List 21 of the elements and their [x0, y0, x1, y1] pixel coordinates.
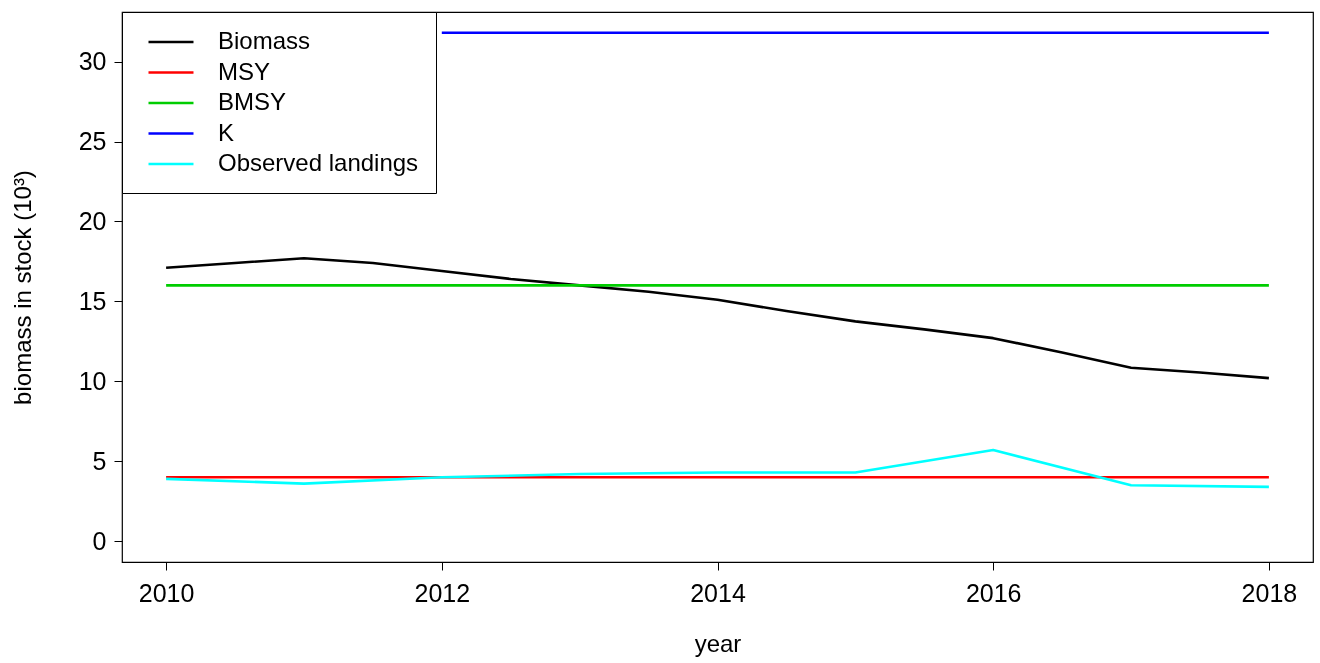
y-tick-label: 15	[78, 286, 107, 315]
legend-label: BMSY	[218, 88, 287, 115]
legend-label: K	[218, 118, 235, 146]
y-axis-title: biomass in stock (10³)	[8, 170, 36, 405]
y-tick-label: 10	[78, 366, 107, 395]
x-tick-label: 2018	[1241, 578, 1298, 607]
line-series	[164, 448, 1271, 489]
x-tick-label: 2016	[965, 578, 1022, 607]
legend-label: MSY	[218, 57, 271, 85]
x-axis-title: year	[694, 629, 742, 657]
x-tick-label: 2010	[138, 578, 195, 607]
legend-label: Biomass	[218, 27, 311, 54]
line-series	[164, 256, 1271, 380]
y-tick-label: 30	[78, 47, 107, 76]
y-tick-label: 5	[92, 446, 107, 475]
y-tick-label: 20	[78, 206, 107, 235]
y-tick-label: 0	[92, 526, 107, 555]
x-tick-label: 2014	[690, 578, 746, 607]
x-tick-label: 2012	[414, 578, 471, 607]
y-tick-label: 25	[78, 127, 107, 156]
legend-label: Observed landings	[218, 149, 419, 176]
